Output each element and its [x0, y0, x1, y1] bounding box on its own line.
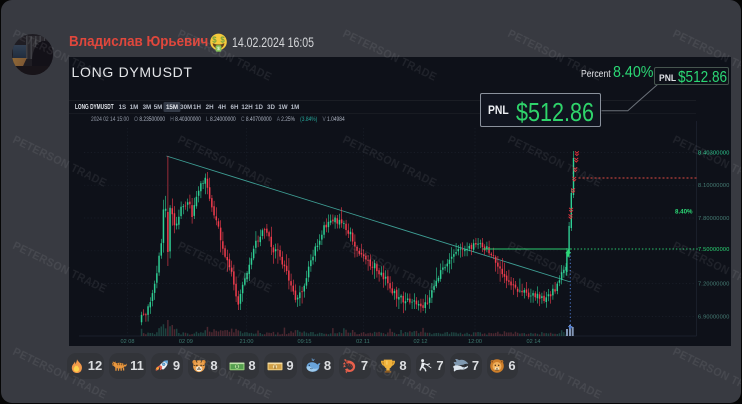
- svg-text:02 14: 02 14: [526, 339, 540, 345]
- svg-text:$: $: [212, 35, 217, 44]
- svg-text:6.90000000: 6.90000000: [698, 314, 730, 320]
- svg-text:21:00: 21:00: [239, 339, 253, 345]
- svg-text:8.40300000: 8.40300000: [698, 150, 730, 156]
- svg-text:02 12: 02 12: [413, 339, 427, 345]
- svg-text:8.40%: 8.40%: [675, 209, 693, 216]
- svg-text:$: $: [217, 46, 220, 51]
- svg-text:$: $: [220, 35, 225, 44]
- svg-text:7.20000000: 7.20000000: [698, 282, 730, 288]
- svg-text:$: $: [236, 364, 239, 369]
- svg-text:7.50000000: 7.50000000: [698, 247, 730, 253]
- svg-text:02 08: 02 08: [120, 339, 134, 345]
- svg-text:02 09: 02 09: [178, 339, 192, 345]
- svg-text:02 11: 02 11: [356, 339, 370, 345]
- svg-text:8.10000000: 8.10000000: [698, 183, 730, 189]
- svg-text:7.80000000: 7.80000000: [698, 216, 730, 222]
- svg-text:09:15: 09:15: [297, 339, 311, 345]
- svg-text:12:00: 12:00: [468, 339, 482, 345]
